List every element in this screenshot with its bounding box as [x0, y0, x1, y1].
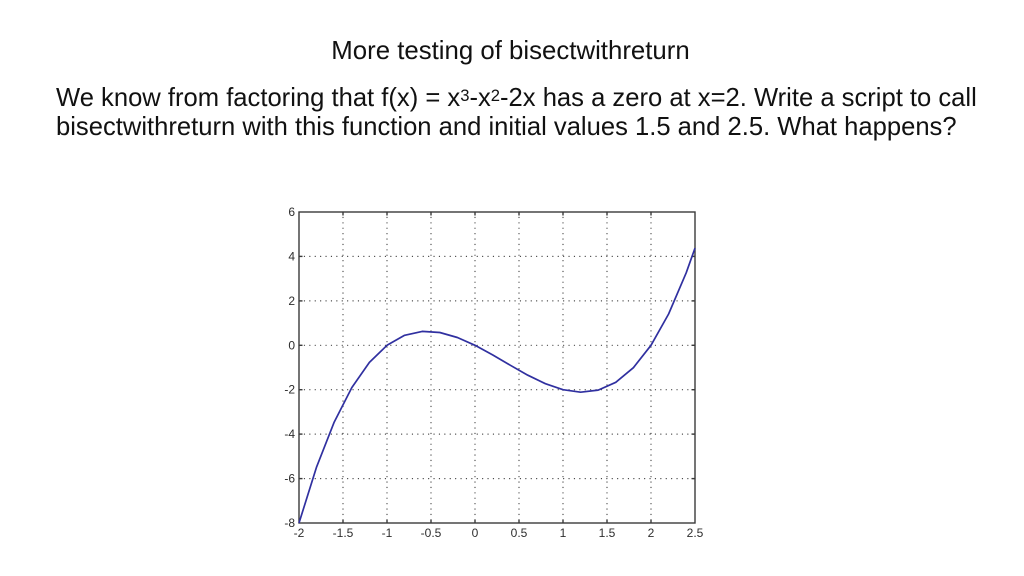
svg-text:-0.5: -0.5	[421, 526, 442, 540]
svg-text:0: 0	[472, 526, 479, 540]
svg-text:4: 4	[288, 249, 295, 263]
svg-text:-1.5: -1.5	[333, 526, 354, 540]
svg-text:2.5: 2.5	[687, 526, 704, 540]
svg-text:-2: -2	[284, 383, 295, 397]
svg-text:-6: -6	[284, 472, 295, 486]
svg-text:6: 6	[288, 205, 295, 219]
svg-text:2: 2	[288, 294, 295, 308]
svg-text:-8: -8	[284, 516, 295, 530]
svg-text:1: 1	[560, 526, 567, 540]
svg-text:-4: -4	[284, 427, 295, 441]
svg-text:-1: -1	[382, 526, 393, 540]
svg-text:1.5: 1.5	[599, 526, 616, 540]
svg-text:-2: -2	[294, 526, 305, 540]
svg-text:0.5: 0.5	[511, 526, 528, 540]
svg-text:0: 0	[288, 338, 295, 352]
svg-text:2: 2	[648, 526, 655, 540]
